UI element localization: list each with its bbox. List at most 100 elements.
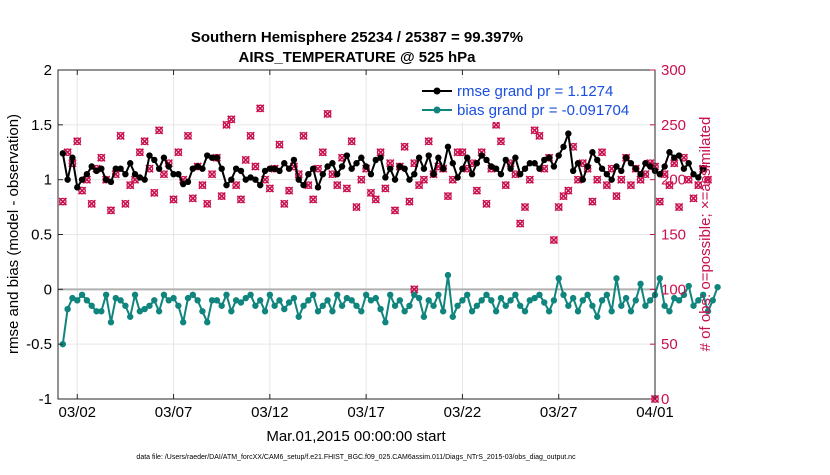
obs-x-stroke [251, 162, 260, 171]
bias-point [622, 294, 630, 302]
obs-assimilated-marker [256, 104, 265, 113]
bias-point [305, 297, 312, 304]
x-tick-label: 03/12 [251, 404, 289, 421]
rmse-point [569, 167, 577, 175]
bias-point [98, 308, 105, 315]
rmse-point [102, 176, 110, 183]
bias-point [117, 297, 124, 304]
rmse-point [74, 184, 81, 191]
obs-x-stroke [333, 180, 342, 190]
bias-point [675, 297, 683, 304]
rmse-point [555, 152, 562, 159]
bias-point [165, 297, 172, 304]
bias-point [411, 291, 418, 299]
rmse-point [622, 154, 630, 161]
obs-x-stroke [540, 164, 549, 173]
bias-point [396, 297, 404, 304]
obs-x-stroke [641, 170, 650, 179]
obs-x-stroke [207, 170, 217, 179]
obs-assimilated-marker [443, 191, 453, 201]
bias-point [141, 305, 148, 313]
rmse-point [396, 163, 404, 170]
rmse-point [295, 176, 302, 183]
bias-point [695, 297, 702, 304]
obs-assimilated-marker [159, 170, 169, 179]
obs-assimilated-marker [376, 148, 385, 157]
obs-x-stroke [106, 206, 116, 215]
y-tick-label: -1 [39, 391, 52, 408]
y-tick-label-right: 200 [661, 172, 686, 189]
bias-point [507, 297, 514, 304]
obs-x-stroke [496, 137, 506, 146]
obs-x-stroke [530, 126, 539, 135]
bias-point [415, 294, 423, 302]
rmse-point [488, 163, 495, 170]
obs-assimilated-marker [97, 153, 106, 162]
bias-point [387, 291, 394, 299]
obs-assimilated-marker [597, 148, 607, 157]
bias-point [541, 299, 548, 306]
obs-possible-marker [140, 137, 149, 146]
obs-x-stroke [58, 197, 67, 206]
bias-point [223, 291, 230, 299]
obs-assimilated-marker [573, 175, 583, 184]
obs-assimilated-marker [472, 186, 482, 195]
obs-assimilated-marker [280, 199, 289, 208]
obs-assimilated-marker [121, 199, 130, 208]
obs-assimilated-marker [371, 195, 380, 204]
obs-assimilated-marker [309, 195, 318, 204]
bias-point [690, 302, 697, 309]
obs-possible-marker [415, 181, 423, 189]
obs-x-stroke [419, 175, 429, 184]
rmse-point [59, 150, 67, 157]
obs-assimilated-marker [106, 206, 116, 215]
obs-assimilated-marker [73, 137, 82, 146]
rmse-point [685, 160, 692, 167]
obs-x-stroke [549, 235, 559, 245]
obs-assimilated-marker [516, 219, 525, 228]
rmse-point [699, 165, 707, 172]
obs-assimilated-marker [207, 170, 217, 179]
rmse-point [415, 154, 423, 161]
obs-assimilated-marker [135, 148, 145, 157]
bias-point [439, 308, 447, 315]
obs-assimilated-marker [491, 120, 501, 129]
obs-possible-marker [160, 170, 168, 179]
rmse-point [112, 165, 119, 172]
obs-assimilated-marker [236, 195, 246, 204]
obs-x-stroke [73, 137, 82, 146]
x-tick-label: 03/17 [347, 404, 385, 421]
obs-assimilated-marker [87, 199, 96, 208]
rmse-point [603, 170, 611, 178]
bias-point [603, 291, 611, 299]
bias-point [362, 291, 370, 299]
obs-x-stroke [564, 186, 573, 195]
obs-possible-marker [424, 137, 433, 146]
obs-assimilated-marker [352, 202, 361, 212]
obs-assimilated-marker [549, 235, 559, 245]
rmse-point [382, 174, 389, 181]
obs-possible-marker [203, 199, 212, 208]
rmse-point [637, 170, 644, 178]
obs-assimilated-marker [694, 180, 703, 190]
rmse-point [560, 143, 567, 150]
bias-point [618, 302, 625, 309]
obs-possible-marker [323, 110, 332, 118]
obs-possible-marker [391, 206, 399, 215]
y-tick-label-right: 150 [661, 227, 686, 244]
obs-possible-marker [198, 181, 207, 189]
obs-x-stroke [665, 180, 674, 190]
bias-point [550, 297, 558, 304]
rmse-point [228, 176, 235, 183]
rmse-point [695, 174, 702, 181]
obs-x-stroke [183, 131, 193, 140]
obs-possible-marker [400, 142, 409, 151]
obs-x-stroke [256, 104, 265, 113]
obs-possible-marker [482, 199, 491, 208]
bias-point [613, 275, 620, 282]
obs-possible-marker [588, 197, 597, 206]
rmse-point [468, 170, 476, 178]
obs-possible-marker [87, 199, 96, 208]
obs-assimilated-marker [357, 175, 366, 184]
obs-assimilated-marker [554, 202, 563, 212]
